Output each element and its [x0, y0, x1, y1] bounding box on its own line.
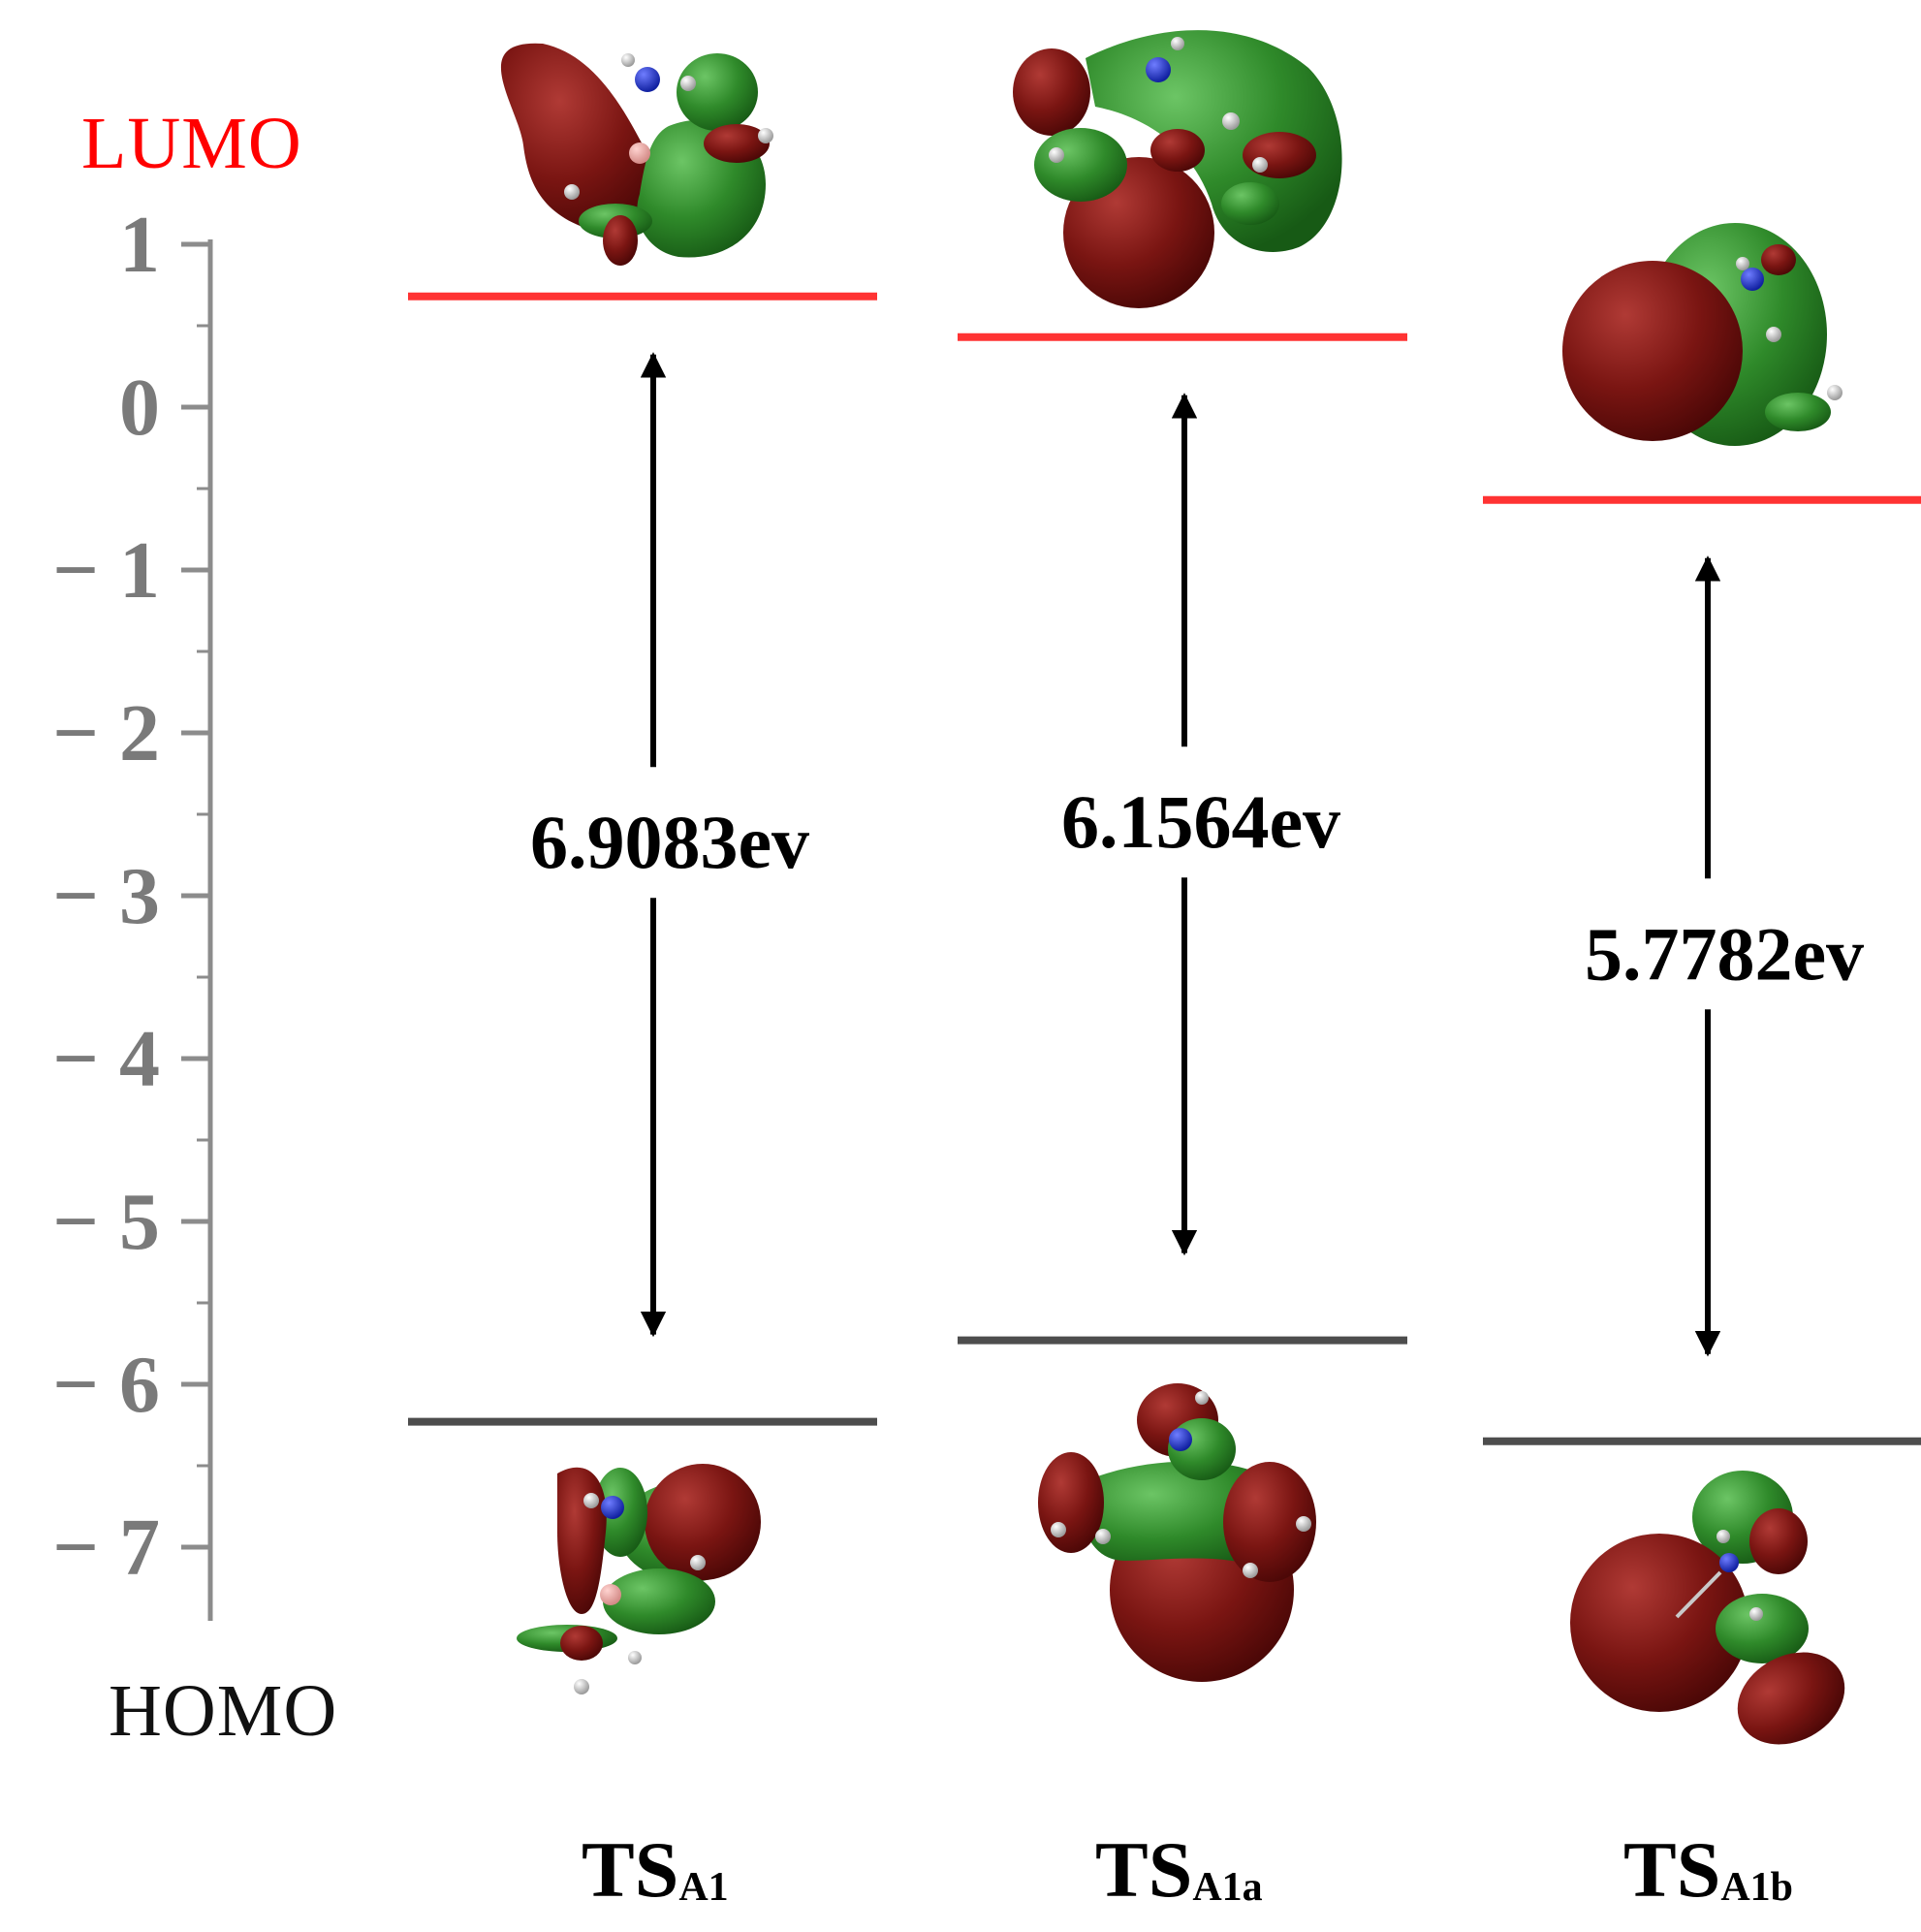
structure-label: TSA1b: [1623, 1825, 1793, 1914]
orbital-lumo-ts-a1: [500, 43, 773, 266]
tick-label: 1: [119, 200, 160, 290]
energy-axis: 1 0 − 1 − 2 − 3 − 4 − 5 − 6 − 7: [52, 200, 213, 1621]
structure-label-subscript: A1a: [1192, 1865, 1262, 1910]
tick-label: − 2: [52, 688, 160, 778]
axis-tick-labels: 1 0 − 1 − 2 − 3 − 4 − 5 − 6 − 7: [52, 200, 160, 1593]
energy-levels: 6.9083ev 6.1564ev 5.7782ev: [408, 292, 1921, 1445]
axis-ticks: [181, 241, 210, 1550]
structure-label-main: TS: [1095, 1825, 1192, 1914]
structure-label-subscript: A1: [678, 1865, 728, 1910]
tick-label: − 1: [52, 525, 160, 616]
tick-label: 0: [119, 363, 160, 453]
structure-label-main: TS: [582, 1825, 678, 1914]
orbital-lumo-ts-a1b: [1562, 223, 1842, 446]
structure-labels: TSA1 TSA1a TSA1b: [582, 1825, 1793, 1914]
structure-label: TSA1a: [1095, 1825, 1263, 1914]
structure-label-subscript: A1b: [1720, 1865, 1793, 1910]
tick-label: − 3: [52, 851, 160, 941]
tick-label: − 6: [52, 1340, 160, 1430]
gap-label: 5.7782ev: [1585, 911, 1864, 996]
orbital-homo-ts-a1a: [1038, 1383, 1316, 1682]
gap-label: 6.9083ev: [530, 800, 809, 884]
structure-label: TSA1: [582, 1825, 729, 1914]
orbital-lumo-ts-a1a: [1013, 30, 1342, 308]
tick-label: − 4: [52, 1014, 160, 1104]
orbital-homo-ts-a1b: [1570, 1471, 1845, 1745]
structure-label-main: TS: [1623, 1825, 1720, 1914]
gap-label: 6.1564ev: [1061, 779, 1340, 864]
tick-label: − 7: [52, 1503, 160, 1593]
lumo-title: LUMO: [81, 103, 302, 184]
tick-label: − 5: [52, 1177, 160, 1267]
homo-title: HOMO: [109, 1670, 338, 1752]
orbital-homo-ts-a1: [517, 1464, 761, 1694]
